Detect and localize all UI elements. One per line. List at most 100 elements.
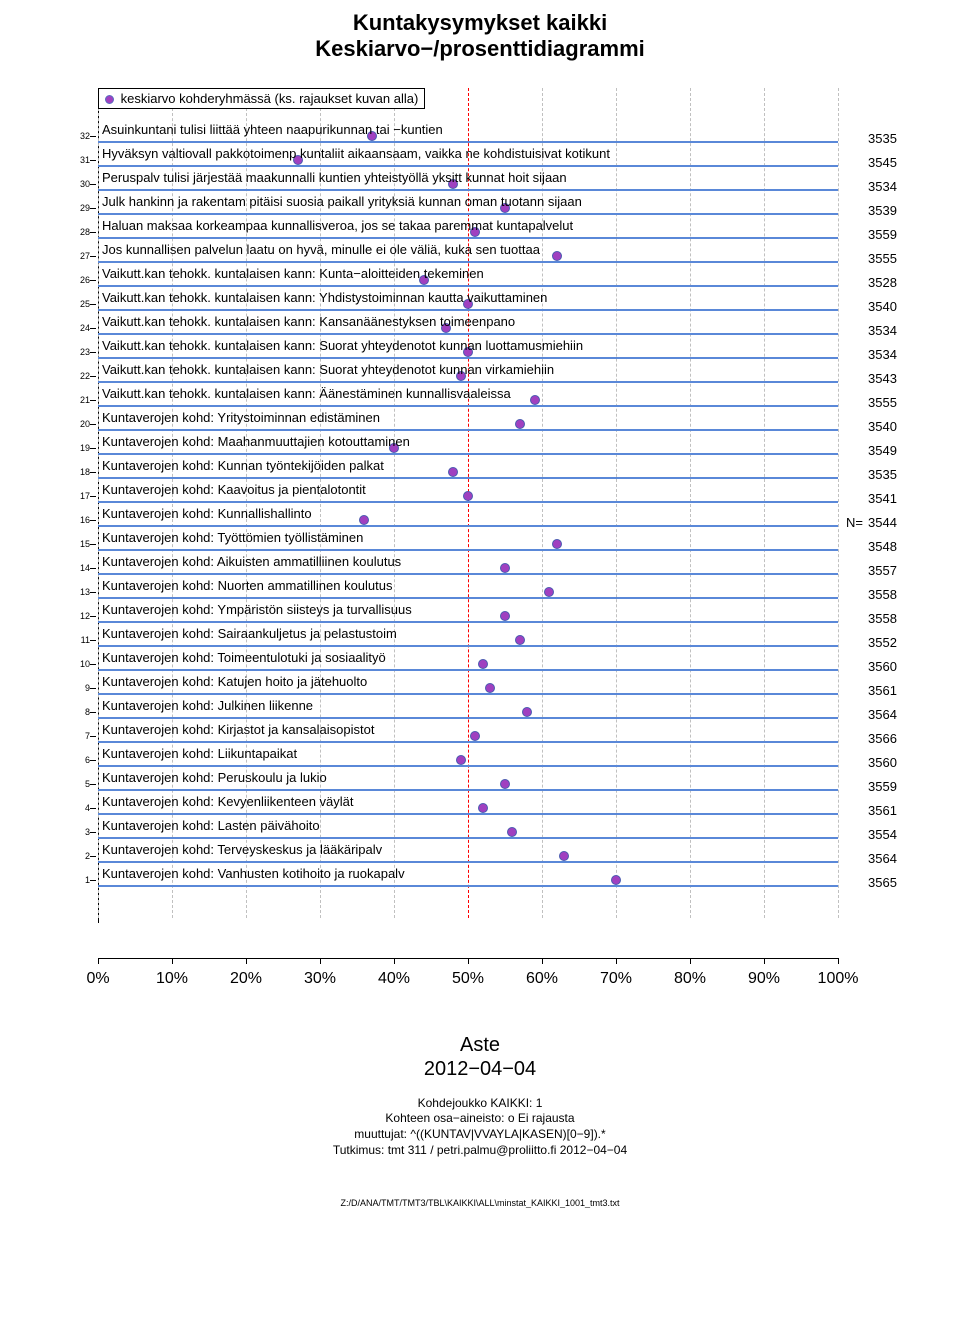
y-tick [90, 472, 96, 473]
row-label: Kuntaverojen kohd: Kirjastot ja kansalai… [102, 722, 374, 737]
row-underline [98, 717, 838, 719]
row-underline [98, 813, 838, 815]
y-tick-label: 26 [50, 275, 90, 285]
n-value: 3545 [868, 155, 897, 170]
y-tick [90, 280, 96, 281]
n-value: 3555 [868, 395, 897, 410]
n-value: 3557 [868, 563, 897, 578]
y-tick-label: 30 [50, 179, 90, 189]
n-value: 3534 [868, 179, 897, 194]
y-tick-label: 1 [50, 875, 90, 885]
row-label: Asuinkuntani tulisi liittää yhteen naapu… [102, 122, 443, 137]
row-label: Kuntaverojen kohd: Kunnan työntekijöiden… [102, 458, 384, 473]
x-tick [246, 958, 247, 964]
y-tick [90, 592, 96, 593]
n-value: 3540 [868, 299, 897, 314]
y-tick [90, 304, 96, 305]
y-tick [90, 832, 96, 833]
row-underline [98, 525, 838, 527]
y-tick-label: 14 [50, 563, 90, 573]
y-tick [90, 520, 96, 521]
row-label: Kuntaverojen kohd: Työttömien työllistäm… [102, 530, 363, 545]
n-value: 3561 [868, 803, 897, 818]
row-underline [98, 309, 838, 311]
row-underline [98, 837, 838, 839]
y-tick [90, 640, 96, 641]
y-tick-label: 18 [50, 467, 90, 477]
row-underline [98, 357, 838, 359]
row-underline [98, 237, 838, 239]
chart-area: keskiarvo kohderyhmässä (ks. rajaukset k… [50, 88, 920, 1018]
y-tick-label: 24 [50, 323, 90, 333]
data-marker [544, 587, 554, 597]
row-label: Kuntaverojen kohd: Sairaankuljetus ja pe… [102, 626, 397, 641]
data-marker [507, 827, 517, 837]
n-value: 3554 [868, 827, 897, 842]
row-underline [98, 285, 838, 287]
row-underline [98, 765, 838, 767]
footer-path: Z:/D/ANA/TMT/TMT3/TBL\KAIKKI\ALL\minstat… [0, 1198, 960, 1208]
legend: keskiarvo kohderyhmässä (ks. rajaukset k… [98, 88, 425, 109]
row-underline [98, 549, 838, 551]
y-tick-label: 17 [50, 491, 90, 501]
data-marker [515, 635, 525, 645]
x-tick [98, 958, 99, 964]
n-value: 3564 [868, 851, 897, 866]
y-tick [90, 160, 96, 161]
row-label: Kuntaverojen kohd: Toimeentulotuki ja so… [102, 650, 386, 665]
row-underline [98, 861, 838, 863]
data-row: 1Kuntaverojen kohd: Vanhusten kotihoito … [50, 870, 920, 894]
n-value: 3540 [868, 419, 897, 434]
x-tick-label: 60% [526, 970, 558, 988]
y-tick [90, 184, 96, 185]
y-tick-label: 15 [50, 539, 90, 549]
row-label: Kuntaverojen kohd: Maahanmuuttajien koto… [102, 434, 410, 449]
y-tick-label: 7 [50, 731, 90, 741]
x-tick-label: 80% [674, 970, 706, 988]
x-tick [320, 958, 321, 964]
row-underline [98, 669, 838, 671]
data-marker [448, 467, 458, 477]
n-value: 3559 [868, 227, 897, 242]
row-label: Haluan maksaa korkeampaa kunnallisveroa,… [102, 218, 573, 233]
y-tick [90, 712, 96, 713]
row-label: Vaikutt.kan tehokk. kuntalaisen kann: Su… [102, 362, 554, 377]
y-tick-label: 20 [50, 419, 90, 429]
data-marker [500, 563, 510, 573]
row-underline [98, 573, 838, 575]
y-tick [90, 352, 96, 353]
x-tick-label: 100% [818, 970, 859, 988]
data-marker [559, 851, 569, 861]
data-marker [611, 875, 621, 885]
n-value: 3534 [868, 347, 897, 362]
n-value: 3565 [868, 875, 897, 890]
data-marker [463, 491, 473, 501]
y-tick-label: 5 [50, 779, 90, 789]
x-tick-label: 30% [304, 970, 336, 988]
n-value: 3552 [868, 635, 897, 650]
axis-subtitle: Aste 2012−04−04 [0, 1033, 960, 1081]
x-tick [764, 958, 765, 964]
data-marker [359, 515, 369, 525]
y-tick-label: 16 [50, 515, 90, 525]
y-tick-label: 27 [50, 251, 90, 261]
data-marker [478, 659, 488, 669]
x-tick [542, 958, 543, 964]
data-marker [552, 251, 562, 261]
n-value: 3541 [868, 491, 897, 506]
row-label: Kuntaverojen kohd: Peruskoulu ja lukio [102, 770, 327, 785]
plot-region: 32 Asuinkuntani tulisi liittää yhteen naa… [50, 88, 920, 918]
x-tick-label: 70% [600, 970, 632, 988]
y-tick-label: 32 [50, 131, 90, 141]
y-tick [90, 376, 96, 377]
x-tick-label: 40% [378, 970, 410, 988]
y-tick-label: 4 [50, 803, 90, 813]
y-tick-label: 19 [50, 443, 90, 453]
data-marker [500, 779, 510, 789]
y-tick-label: 9 [50, 683, 90, 693]
data-marker [530, 395, 540, 405]
y-tick [90, 400, 96, 401]
data-marker [456, 755, 466, 765]
row-label: Kuntaverojen kohd: Nuorten ammatillinen … [102, 578, 393, 593]
row-underline [98, 165, 838, 167]
